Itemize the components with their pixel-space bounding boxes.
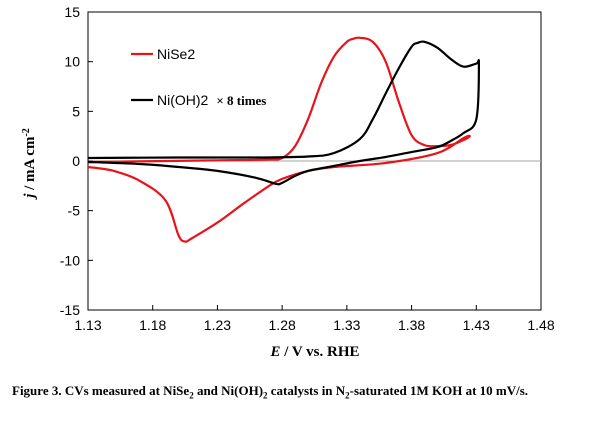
caption-sub-3: 2 (345, 390, 350, 401)
y-tick-label: 0 (72, 153, 80, 169)
caption-sub-1: 2 (189, 390, 194, 401)
caption-text-3: catalysts in N (267, 383, 346, 398)
caption-sub-2: 2 (263, 390, 268, 401)
y-tick-label: 15 (64, 4, 80, 20)
x-tick-label: 1.48 (527, 317, 554, 333)
x-tick-label: 1.23 (204, 317, 231, 333)
y-axis-label: / mA cm (22, 136, 38, 194)
x-axis-label: / V vs. RHE (280, 344, 359, 360)
y-tick-label: -10 (60, 252, 80, 268)
y-axis-superscript: -2 (21, 128, 32, 136)
series-line-nise2 (87, 36, 471, 243)
caption-label: Figure 3 (12, 383, 59, 398)
y-tick-label: -15 (60, 302, 80, 318)
cv-chart: 1.13 1.18 1.23 1.28 1.33 1.38 1.43 1.48 -15 -10 -5… (21, 4, 555, 360)
figure-caption: Figure 3. CVs measured at NiSe2 and Ni(O… (12, 372, 582, 410)
plot-area: 1.13 1.18 1.23 1.28 1.33 1.38 1.43 1.48 -15 -10 -5… (60, 4, 555, 333)
legend-suffix-ni-oh-2: × 8 times (216, 93, 266, 108)
y-axis-title: j / mA cm-2 (21, 128, 39, 200)
x-tick-label: 1.28 (269, 317, 296, 333)
x-axis-title: E / V vs. RHE (269, 344, 359, 360)
x-tick-label: 1.38 (398, 317, 425, 333)
series-line-ni-oh-2 (87, 40, 480, 186)
x-tick-label: 1.43 (463, 317, 490, 333)
x-tick-label: 1.33 (333, 317, 360, 333)
legend-entry-nise2: NiSe2 (157, 46, 195, 62)
y-tick-label: -5 (68, 203, 81, 219)
caption-text-4: -saturated 1M KOH at 10 mV/s. (349, 383, 529, 398)
y-axis-symbol: j (22, 193, 38, 200)
legend-entry-ni-oh-2: Ni(OH)2 × 8 times (157, 92, 266, 108)
caption-text-1: . CVs measured at NiSe (58, 383, 190, 398)
y-tick-label: 5 (72, 103, 80, 119)
y-tick-label: 10 (64, 54, 80, 70)
x-tick-label: 1.13 (74, 317, 101, 333)
x-tick-label: 1.18 (139, 317, 166, 333)
caption-text-2: and Ni(OH) (193, 383, 264, 398)
x-axis-symbol: E (269, 344, 280, 360)
